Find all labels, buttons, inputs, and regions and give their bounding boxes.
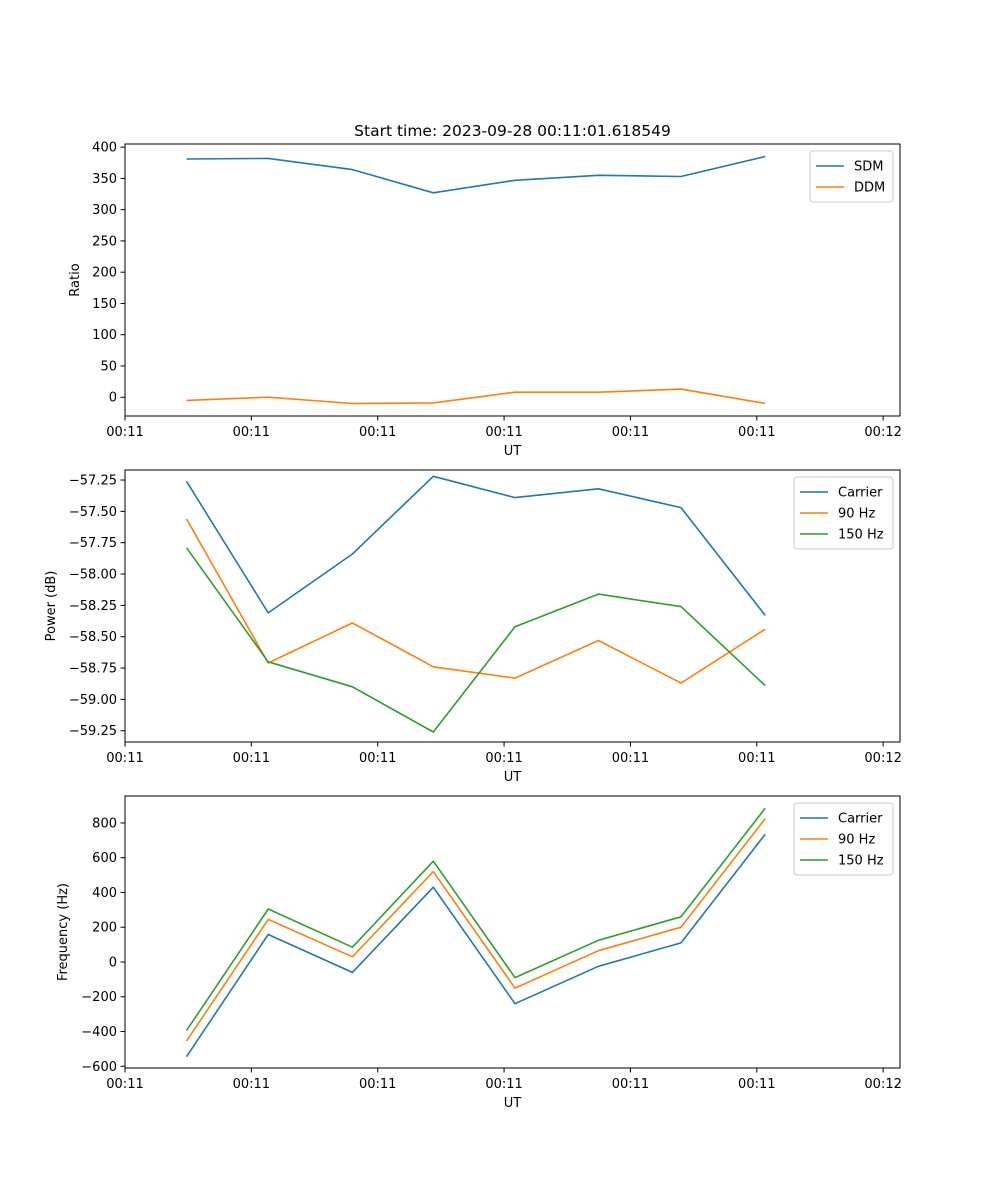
legend-label: Carrier (838, 486, 883, 501)
legend-box (793, 802, 894, 876)
y-tick-label: −600 (81, 1060, 117, 1075)
x-tick-label: 00:11 (738, 751, 775, 766)
x-tick-label: 00:11 (106, 751, 143, 766)
series-line-90-hz (185, 518, 766, 684)
legend-box (809, 150, 894, 203)
y-tick-label: −57.50 (69, 505, 117, 520)
y-tick-label: 50 (100, 359, 117, 374)
series-line-sdm (186, 155, 766, 194)
legend: SDM DDM (809, 150, 894, 203)
y-tick-label: −59.00 (69, 693, 117, 708)
y-tick-label: 300 (92, 203, 117, 218)
x-axis-label: UT (504, 1096, 522, 1111)
y-tick-label: −58.00 (69, 568, 117, 583)
legend-label: 150 Hz (838, 854, 884, 869)
x-tick-label: 00:11 (359, 1077, 396, 1092)
x-tick-label: 00:11 (612, 425, 649, 440)
series-line-150-hz (185, 547, 766, 733)
axes-frame (124, 795, 901, 1069)
x-tick-label: 00:12 (864, 751, 901, 766)
x-tick-label: 00:11 (738, 425, 775, 440)
legend-box (793, 476, 894, 550)
legend-label: 150 Hz (838, 528, 884, 543)
x-tick-label: 00:11 (233, 425, 270, 440)
legend-label: DDM (854, 181, 885, 196)
series-line-carrier (185, 475, 766, 616)
axes-frame (124, 469, 901, 743)
plot-area (125, 796, 900, 1068)
y-tick-label: 100 (92, 328, 117, 343)
legend-label: 90 Hz (838, 507, 875, 522)
y-axis-label: Ratio (68, 263, 83, 296)
chart-panel-1: 00:11 00:11 00:11 00:11 00:11 00:11 00:12 0 50 10… (68, 141, 902, 459)
x-tick-label: 00:11 (106, 1077, 143, 1092)
x-tick-label: 00:11 (485, 751, 522, 766)
series-line-90-hz (185, 818, 766, 1042)
plot-area (125, 470, 900, 742)
y-tick-label: 200 (92, 921, 117, 936)
y-tick-label: −58.75 (69, 662, 117, 677)
x-axis-label: UT (504, 770, 522, 785)
legend-label: Carrier (838, 812, 883, 827)
x-tick-label: 00:11 (233, 751, 270, 766)
y-tick-label: −400 (81, 1025, 117, 1040)
y-tick-label: −57.25 (69, 474, 117, 489)
x-tick-label: 00:11 (233, 1077, 270, 1092)
legend: Carrier 90 Hz 150 Hz (793, 476, 894, 550)
series-line-150-hz (185, 807, 766, 1032)
y-tick-label: 800 (92, 816, 117, 831)
y-tick-label: 150 (92, 297, 117, 312)
x-tick-label: 00:11 (485, 1077, 522, 1092)
y-tick-label: −58.50 (69, 630, 117, 645)
x-axis-label: UT (504, 444, 522, 459)
legend: Carrier 90 Hz 150 Hz (793, 802, 894, 876)
y-axis-label: Power (dB) (44, 571, 59, 642)
y-tick-label: −57.75 (69, 536, 117, 551)
y-tick-label: −59.25 (69, 724, 117, 739)
y-tick-label: 0 (109, 955, 117, 970)
y-tick-label: 400 (92, 886, 117, 901)
chart-panel-2: 00:11 00:11 00:11 00:11 00:11 00:11 00:12 −59.2… (44, 469, 902, 785)
legend-label: 90 Hz (838, 833, 875, 848)
x-tick-label: 00:11 (106, 425, 143, 440)
legend-label: SDM (854, 160, 883, 175)
y-tick-label: 250 (92, 234, 117, 249)
axes-frame (124, 143, 901, 417)
y-tick-label: 600 (92, 851, 117, 866)
x-tick-label: 00:11 (359, 425, 396, 440)
plot-area (125, 144, 900, 416)
x-tick-label: 00:11 (612, 751, 649, 766)
x-tick-label: 00:12 (864, 1077, 901, 1092)
x-tick-label: 00:11 (359, 751, 396, 766)
y-tick-label: −200 (81, 990, 117, 1005)
y-tick-label: 200 (92, 266, 117, 281)
chart-panel-3: 00:11 00:11 00:11 00:11 00:11 00:11 00:12 −600 −… (56, 795, 902, 1111)
series-line-carrier (185, 833, 766, 1058)
x-tick-label: 00:11 (485, 425, 522, 440)
y-axis-label: Frequency (Hz) (56, 883, 71, 981)
series-line-ddm (186, 388, 766, 405)
y-tick-label: 400 (92, 141, 117, 156)
y-tick-label: −58.25 (69, 599, 117, 614)
y-tick-label: 350 (92, 172, 117, 187)
y-tick-label: 0 (109, 391, 117, 406)
x-tick-label: 00:11 (612, 1077, 649, 1092)
chart-title: Start time: 2023-09-28 00:11:01.618549 (354, 122, 671, 140)
x-tick-label: 00:12 (864, 425, 901, 440)
x-tick-label: 00:11 (738, 1077, 775, 1092)
